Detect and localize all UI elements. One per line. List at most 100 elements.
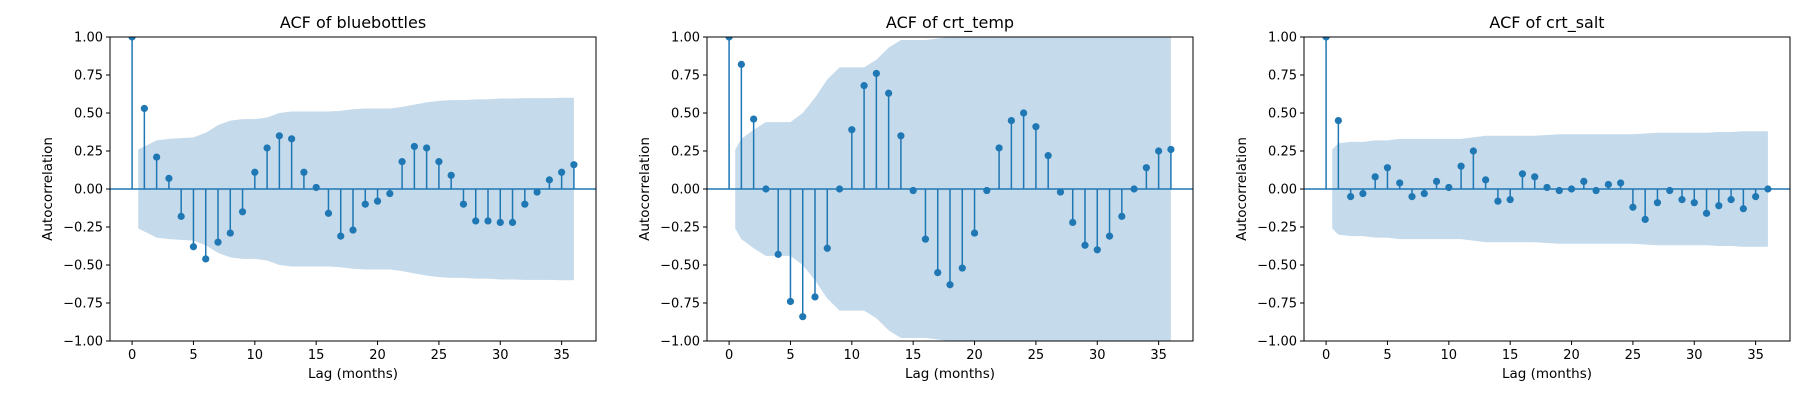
acf-point-lag-14 (1494, 197, 1502, 205)
y-tick-label: 0.75 (671, 69, 700, 84)
acf-point-lag-10 (251, 168, 259, 176)
acf-point-lag-3 (762, 185, 770, 193)
acf-point-lag-21 (386, 189, 394, 198)
acf-point-lag-6 (799, 313, 807, 321)
y-tick-label: −0.25 (63, 221, 103, 236)
y-tick-label: −1.00 (63, 335, 103, 350)
acf-point-lag-35 (1752, 193, 1760, 201)
acf-point-lag-2 (750, 115, 758, 123)
acf-point-lag-26 (447, 171, 455, 179)
acf-point-lag-36 (1167, 145, 1175, 154)
x-axis-label: Lag (months) (308, 366, 398, 382)
acf-point-lag-32 (521, 200, 529, 208)
acf-point-lag-36 (570, 161, 578, 169)
acf-point-lag-34 (1142, 164, 1150, 172)
y-tick-label: −0.25 (1257, 221, 1297, 236)
acf-point-lag-16 (324, 209, 333, 217)
plot-area (707, 37, 1193, 341)
acf-point-lag-18 (349, 226, 357, 234)
acf-point-lag-12 (872, 69, 880, 78)
y-tick-label: 0.00 (671, 183, 700, 198)
x-tick-label: 25 (1625, 348, 1642, 363)
y-tick-label: 1.00 (74, 31, 103, 46)
x-tick-label: 25 (431, 348, 448, 363)
acf-point-lag-9 (835, 185, 844, 193)
acf-point-lag-1 (1334, 117, 1342, 125)
y-tick-label: 0.25 (1268, 145, 1297, 160)
acf-point-lag-8 (1420, 189, 1428, 198)
acf-point-lag-13 (288, 135, 296, 143)
acf-point-lag-22 (398, 158, 406, 166)
acf-point-lag-18 (946, 281, 954, 289)
acf-point-lag-29 (1081, 241, 1089, 249)
acf-point-lag-20 (970, 229, 979, 237)
acf-point-lag-34 (1739, 205, 1747, 213)
y-tick-label: 1.00 (671, 31, 700, 46)
x-tick-label: 5 (786, 348, 794, 363)
acf-point-lag-33 (533, 188, 541, 196)
x-tick-label: 35 (553, 348, 570, 363)
y-tick-label: 0.50 (1268, 107, 1297, 122)
y-tick-label: −0.75 (1257, 297, 1297, 312)
acf-point-lag-2 (153, 153, 161, 161)
acf-point-lag-17 (934, 269, 942, 277)
acf-point-lag-10 (1445, 183, 1453, 192)
acf-point-lag-21 (983, 186, 991, 195)
acf-point-lag-21 (1580, 177, 1588, 185)
y-tick-label: 0.75 (74, 69, 103, 84)
acf-point-lag-7 (811, 293, 819, 301)
acf-point-lag-19 (958, 264, 966, 272)
x-tick-label: 20 (1563, 348, 1580, 363)
y-tick-label: −0.50 (1257, 259, 1297, 274)
acf-point-lag-36 (1764, 185, 1772, 193)
x-tick-label: 25 (1028, 348, 1045, 363)
acf-point-lag-30 (496, 218, 504, 227)
y-tick-label: −0.50 (660, 259, 700, 274)
acf-point-lag-0 (725, 37, 733, 41)
acf-point-lag-31 (1702, 209, 1711, 217)
acf-point-lag-25 (1032, 123, 1040, 131)
y-tick-label: −1.00 (1257, 335, 1297, 350)
acf-point-lag-1 (737, 60, 745, 68)
y-tick-label: 0.25 (671, 145, 700, 160)
acf-point-lag-7 (214, 238, 222, 246)
acf-point-lag-16 (1518, 170, 1527, 178)
acf-point-lag-35 (1155, 147, 1163, 155)
acf-point-lag-3 (1359, 189, 1367, 198)
acf-point-lag-20 (1567, 185, 1576, 193)
x-tick-label: 20 (966, 348, 983, 363)
y-tick-label: −0.75 (660, 297, 700, 312)
acf-point-lag-24 (1020, 109, 1028, 117)
x-tick-label: 5 (1383, 348, 1391, 363)
acf-point-lag-25 (1629, 203, 1637, 211)
acf-point-lag-24 (1617, 179, 1625, 187)
acf-point-lag-11 (1457, 162, 1465, 170)
acf-point-lag-16 (921, 235, 930, 243)
x-tick-label: 15 (308, 348, 325, 363)
y-tick-label: 0.00 (74, 183, 103, 198)
acf-point-lag-31 (1105, 232, 1114, 240)
y-tick-label: 0.00 (1268, 183, 1297, 198)
acf-point-lag-15 (1506, 196, 1514, 204)
acf-point-lag-0 (1322, 37, 1330, 41)
acf-point-lag-30 (1690, 199, 1698, 207)
acf-point-lag-26 (1044, 151, 1052, 160)
acf-point-lag-28 (472, 217, 480, 225)
chart-title: ACF of crt_salt (1489, 13, 1604, 33)
acf-point-lag-29 (1678, 196, 1686, 204)
y-tick-label: 0.75 (1268, 69, 1297, 84)
chart-title: ACF of crt_temp (886, 13, 1014, 33)
x-tick-label: 30 (492, 348, 509, 363)
acf-point-lag-14 (300, 168, 308, 176)
acf-point-lag-4 (1371, 173, 1379, 181)
acf-point-lag-32 (1118, 212, 1126, 220)
acf-point-lag-23 (1604, 180, 1612, 189)
acf-point-lag-33 (1727, 196, 1735, 204)
acf-point-lag-4 (177, 212, 185, 220)
acf-point-lag-4 (774, 250, 782, 258)
acf-point-lag-19 (1555, 186, 1563, 195)
plot-area (1304, 37, 1790, 247)
acf-point-lag-1 (140, 104, 148, 113)
acf-point-lag-17 (337, 232, 345, 240)
